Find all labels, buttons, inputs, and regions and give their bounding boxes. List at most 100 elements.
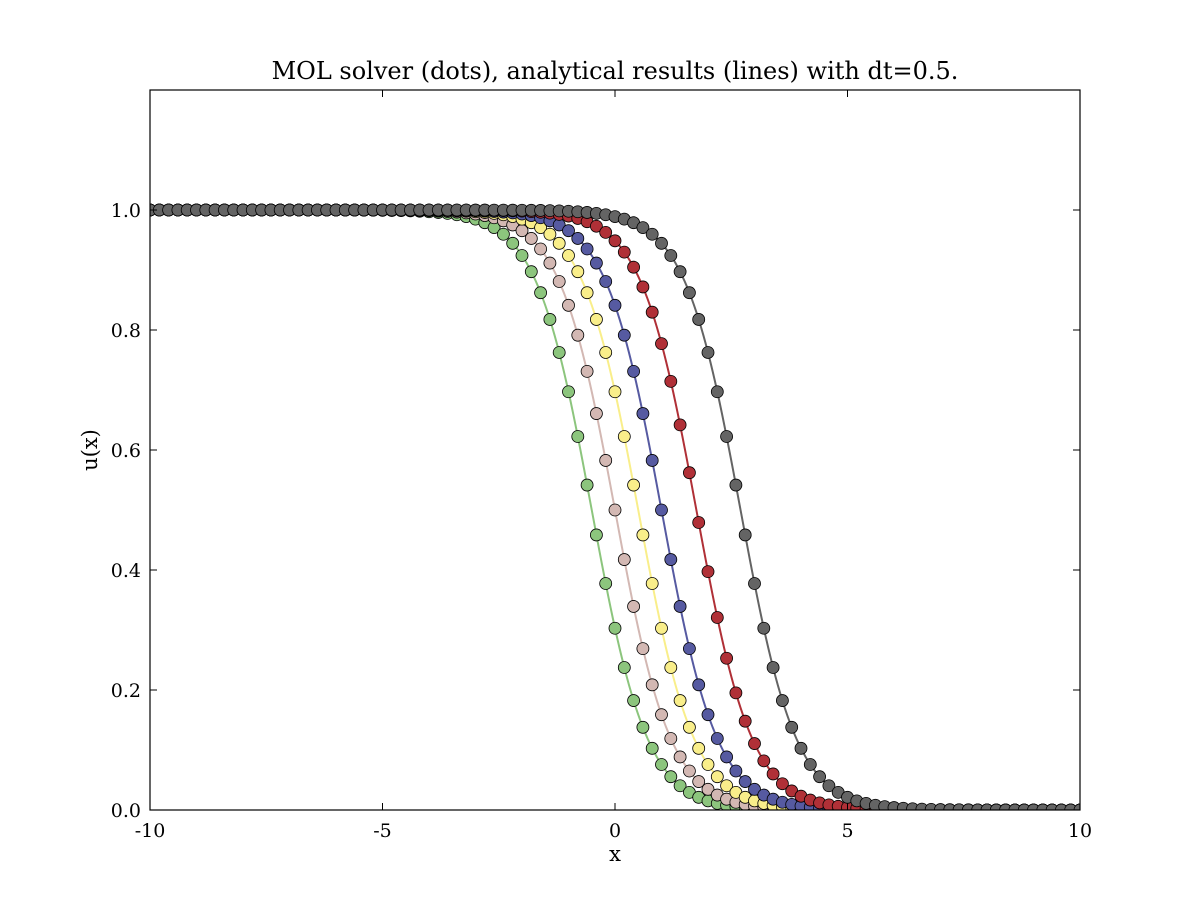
x-axis-label: x <box>609 842 621 866</box>
mol-point <box>683 286 696 300</box>
mol-point <box>720 651 733 665</box>
mol-point <box>608 385 622 399</box>
mol-point <box>562 385 575 399</box>
mol-point <box>534 242 547 256</box>
mol-point <box>645 227 659 241</box>
mol-point <box>776 777 789 791</box>
mol-point <box>1064 803 1078 810</box>
mol-point <box>729 478 743 492</box>
mol-point <box>766 661 780 674</box>
mol-point <box>729 686 743 700</box>
mol-point <box>794 741 808 755</box>
mol-point <box>599 346 613 359</box>
mol-point <box>1073 803 1080 810</box>
mol-point <box>748 782 761 796</box>
mol-point <box>599 275 613 288</box>
mol-point <box>738 528 752 542</box>
mol-point <box>683 642 696 656</box>
mol-point <box>710 732 724 745</box>
mol-point <box>757 754 771 768</box>
mol-point <box>636 642 650 656</box>
mol-point <box>534 286 547 300</box>
mol-point <box>608 503 622 517</box>
mol-point <box>701 708 715 722</box>
mol-point <box>710 611 724 624</box>
mol-point <box>627 364 640 378</box>
mol-point <box>543 227 557 241</box>
mol-point <box>729 764 743 778</box>
mol-point <box>692 313 706 326</box>
mol-point <box>673 418 687 432</box>
mol-point <box>627 694 640 707</box>
mol-point <box>720 750 733 764</box>
mol-point <box>506 236 520 250</box>
mol-point <box>543 313 557 326</box>
mol-point <box>599 577 613 590</box>
mol-point <box>655 503 668 517</box>
mol-point <box>673 265 687 279</box>
mol-point <box>738 714 752 728</box>
mol-point <box>496 227 510 241</box>
mol-point <box>692 516 706 529</box>
mol-point <box>692 775 706 788</box>
mol-point <box>590 407 603 420</box>
mol-point <box>617 661 631 674</box>
mol-point <box>655 337 668 351</box>
x-tick-label: -10 <box>135 820 166 842</box>
mol-point <box>636 221 650 234</box>
mol-point <box>720 779 733 793</box>
mol-point <box>701 346 715 359</box>
mol-point <box>636 407 650 420</box>
mol-point <box>664 374 678 388</box>
mol-point <box>571 265 585 279</box>
mol-point <box>748 737 761 750</box>
mol-point <box>683 764 696 778</box>
mol-point <box>617 430 631 443</box>
mol-point <box>590 528 603 542</box>
mol-point <box>617 245 631 259</box>
mol-point <box>683 720 696 734</box>
x-tick-label: 5 <box>841 820 853 842</box>
mol-point <box>636 528 650 542</box>
mol-point <box>701 565 715 579</box>
mol-point <box>710 770 724 784</box>
mol-point <box>571 328 585 342</box>
mol-point <box>655 708 668 722</box>
mol-point <box>552 346 566 359</box>
mol-point <box>738 775 752 788</box>
mol-point <box>645 305 659 319</box>
mol-point <box>645 454 659 467</box>
mol-point <box>692 741 706 755</box>
mol-point <box>673 779 687 793</box>
mol-point <box>562 224 575 238</box>
mol-point <box>673 600 687 613</box>
y-tick-label: 0.0 <box>111 800 141 822</box>
mol-point <box>608 298 622 312</box>
mol-point <box>608 621 622 635</box>
mol-point <box>822 779 836 793</box>
mol-point <box>571 232 585 245</box>
y-axis-label: u(x) <box>78 429 102 471</box>
y-tick-label: 0.6 <box>111 440 141 462</box>
mol-point <box>590 256 603 270</box>
mol-point <box>590 219 603 233</box>
mol-point <box>608 234 622 248</box>
mol-point <box>664 553 678 566</box>
mol-point <box>552 275 566 288</box>
mol-point <box>664 661 678 674</box>
mol-point <box>692 678 706 692</box>
mol-point <box>524 232 538 245</box>
mol-point <box>664 770 678 784</box>
chart-title: MOL solver (dots), analytical results (l… <box>272 57 959 85</box>
mol-point <box>645 741 659 755</box>
mol-point <box>720 430 733 443</box>
mol-point <box>683 466 696 480</box>
mol-point <box>562 249 575 262</box>
mol-point <box>590 313 603 326</box>
series-6 <box>150 203 1080 810</box>
mol-point <box>645 577 659 590</box>
mol-point <box>701 758 715 771</box>
mol-point <box>813 770 826 784</box>
mol-point <box>562 298 575 312</box>
